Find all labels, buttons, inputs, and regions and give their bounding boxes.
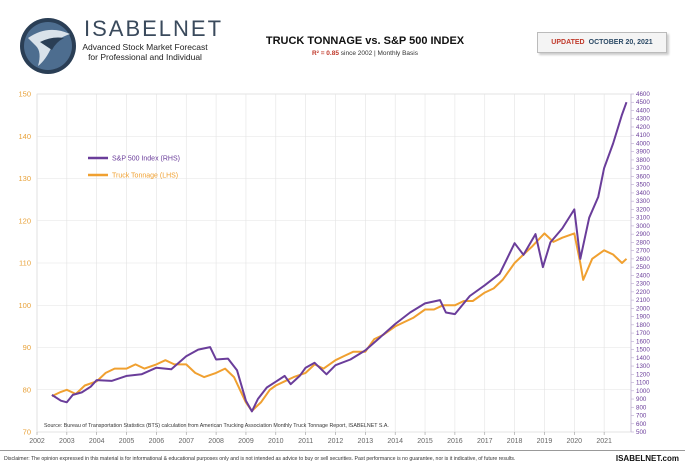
y-right-tick-label: 1900: [636, 314, 650, 321]
x-tick-label: 2013: [358, 438, 374, 445]
y-right-tick-label: 1200: [636, 371, 650, 378]
x-tick-label: 2018: [507, 438, 523, 445]
y-right-tick-label: 2600: [636, 256, 650, 263]
legend-label: Truck Tonnage (LHS): [112, 173, 178, 180]
y-right-tick-label: 2000: [636, 305, 650, 312]
subtitle-text: since 2002 | Monthly Basis: [338, 50, 418, 57]
brand-name: ISABELNET: [84, 16, 224, 41]
x-tick-label: 2019: [537, 438, 553, 445]
y-right-tick-label: 4600: [636, 91, 650, 98]
y-right-tick-label: 4500: [636, 99, 650, 106]
y-right-tick-label: 4300: [636, 116, 650, 123]
x-tick-label: 2015: [417, 438, 433, 445]
y-left-tick-label: 120: [18, 216, 31, 225]
x-tick-label: 2014: [387, 438, 403, 445]
eagle-globe-logo-icon: [20, 18, 76, 74]
y-right-tick-label: 2300: [636, 281, 650, 288]
x-tick-label: 2002: [29, 438, 45, 445]
y-right-tick-label: 3800: [636, 157, 650, 164]
y-right-tick-label: 2400: [636, 272, 650, 279]
legend-label: S&P 500 Index (RHS): [112, 156, 180, 163]
y-right-tick-label: 3000: [636, 223, 650, 230]
y-right-tick-label: 4400: [636, 107, 650, 114]
y-right-tick-label: 900: [636, 396, 647, 403]
y-right-tick-label: 3200: [636, 206, 650, 213]
y-right-tick-label: 1300: [636, 363, 650, 370]
line-chart: 2002 2003 2004 2005 2006 2007 2008 2009 2010 2011…: [18, 90, 650, 446]
y-right-tick-label: 3500: [636, 182, 650, 189]
brand-tagline-2: for Professional and Individual: [88, 52, 202, 62]
y-left-tick-label: 70: [23, 428, 31, 437]
x-tick-label: 2021: [596, 438, 612, 445]
y-right-tick-label: 3400: [636, 190, 650, 197]
y-right-tick-label: 1100: [636, 380, 650, 387]
x-tick-label: 2010: [268, 438, 284, 445]
updated-date: OCTOBER 20, 2021: [588, 39, 653, 46]
updated-badge: UPDATED OCTOBER 20, 2021: [537, 32, 667, 53]
x-tick-label: 2020: [566, 438, 582, 445]
y-right-tick-label: 500: [636, 429, 647, 436]
y-right-tick-label: 4100: [636, 132, 650, 139]
y-right-tick-label: 3700: [636, 165, 650, 172]
y-right-tick-label: 1600: [636, 338, 650, 345]
y-left-tick-label: 140: [18, 132, 31, 141]
source-note: Source: Bureau of Transportation Statist…: [44, 423, 389, 429]
y-right-tick-label: 1700: [636, 330, 650, 337]
y-right-tick-label: 3600: [636, 173, 650, 180]
y-right-tick-label: 1000: [636, 388, 650, 395]
y-left-tick-label: 90: [23, 343, 31, 352]
x-axis: 2002 2003 2004 2005 2006 2007 2008 2009 2010 2011…: [29, 432, 612, 445]
x-tick-label: 2011: [298, 438, 313, 445]
y-right-tick-label: 800: [636, 404, 647, 411]
y-axis-left: 70 80 90 100 110 120 130 140 150: [18, 90, 31, 437]
sp500-line: [51, 101, 628, 413]
y-left-tick-label: 130: [18, 174, 31, 183]
y-right-tick-label: 3100: [636, 215, 650, 222]
y-right-tick-label: 1500: [636, 347, 650, 354]
site-url: ISABELNET.com: [615, 454, 679, 463]
chart-title: TRUCK TONNAGE vs. S&P 500 INDEX: [265, 35, 465, 47]
footer-divider: [0, 450, 685, 451]
y-right-tick-label: 1800: [636, 322, 650, 329]
y-right-tick-label: 2900: [636, 231, 650, 238]
y-left-tick-label: 110: [19, 259, 31, 268]
brand-tagline: Advanced Stock Market Forecast: [82, 42, 208, 52]
y-right-tick-label: 700: [636, 413, 647, 420]
y-right-tick-label: 600: [636, 421, 647, 428]
y-right-tick-label: 3900: [636, 149, 650, 156]
x-tick-label: 2012: [328, 438, 344, 445]
updated-label: UPDATED: [551, 39, 585, 46]
truck-tonnage-line: [51, 232, 628, 412]
series-lines: [51, 101, 628, 413]
disclaimer: Disclaimer: The opinion expressed in thi…: [4, 456, 516, 462]
y-left-tick-label: 80: [23, 385, 31, 394]
y-right-tick-label: 2700: [636, 248, 650, 255]
x-tick-label: 2017: [477, 438, 493, 445]
y-right-tick-label: 2100: [636, 297, 650, 304]
y-right-tick-label: 2200: [636, 289, 650, 296]
x-tick-label: 2003: [59, 438, 75, 445]
legend: S&P 500 Index (RHS) Truck Tonnage (LHS): [88, 156, 180, 180]
x-tick-label: 2008: [208, 438, 224, 445]
x-tick-label: 2007: [178, 438, 194, 445]
y-right-tick-label: 2500: [636, 264, 650, 271]
y-right-tick-label: 4200: [636, 124, 650, 131]
y-right-tick-label: 1400: [636, 355, 650, 362]
r-squared: R² = 0.85: [312, 50, 339, 57]
y-right-tick-label: 2800: [636, 239, 650, 246]
y-left-tick-label: 150: [18, 90, 31, 99]
x-tick-label: 2009: [238, 438, 254, 445]
x-tick-label: 2005: [119, 438, 135, 445]
y-right-tick-label: 3300: [636, 198, 650, 205]
y-left-tick-label: 100: [18, 301, 31, 310]
x-tick-label: 2016: [447, 438, 463, 445]
grid: [36, 93, 632, 433]
x-tick-label: 2004: [89, 438, 105, 445]
y-right-tick-label: 4000: [636, 140, 650, 147]
x-tick-label: 2006: [149, 438, 165, 445]
chart-subtitle: R² = 0.85 since 2002 | Monthly Basis: [250, 50, 480, 57]
